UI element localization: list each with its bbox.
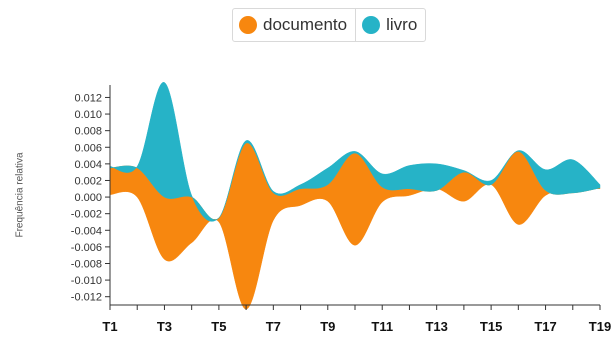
legend: documento livro xyxy=(232,8,427,42)
x-tick-label: T15 xyxy=(480,319,502,334)
stream-area-livro xyxy=(109,82,601,222)
legend-swatch-livro xyxy=(362,16,381,34)
y-tick-label: -0.006 xyxy=(71,242,102,254)
x-tick-label: T17 xyxy=(534,319,556,334)
y-tick-label: 0.008 xyxy=(74,126,102,138)
x-tick-label: T3 xyxy=(157,319,172,334)
legend-label-documento: documento xyxy=(263,15,348,34)
x-tick-label: T5 xyxy=(211,319,226,334)
x-tick-label: T9 xyxy=(320,319,335,334)
y-tick-label: 0.006 xyxy=(74,142,102,154)
legend-swatch-documento xyxy=(239,16,257,34)
y-tick-label: -0.008 xyxy=(71,258,102,270)
legend-label-livro: livro xyxy=(386,15,418,34)
y-tick-label: 0.012 xyxy=(74,92,102,104)
y-tick-label: -0.004 xyxy=(71,225,102,237)
y-tick-label: 0.010 xyxy=(74,109,102,121)
x-tick-label: T7 xyxy=(266,319,281,334)
legend-item-documento[interactable]: documento xyxy=(233,9,355,41)
legend-item-livro[interactable]: livro xyxy=(355,9,425,41)
y-tick-label: 0.000 xyxy=(74,192,102,204)
y-tick-label: -0.010 xyxy=(71,275,102,287)
y-tick-label: -0.012 xyxy=(71,292,102,304)
y-tick-label: 0.004 xyxy=(74,159,102,171)
x-tick-label: T11 xyxy=(371,319,393,334)
y-tick-label: 0.002 xyxy=(74,175,102,187)
y-tick-label: -0.002 xyxy=(71,209,102,221)
x-tick-label: T1 xyxy=(102,319,117,334)
x-tick-label: T13 xyxy=(425,319,447,334)
x-tick-label: T19 xyxy=(589,319,611,334)
